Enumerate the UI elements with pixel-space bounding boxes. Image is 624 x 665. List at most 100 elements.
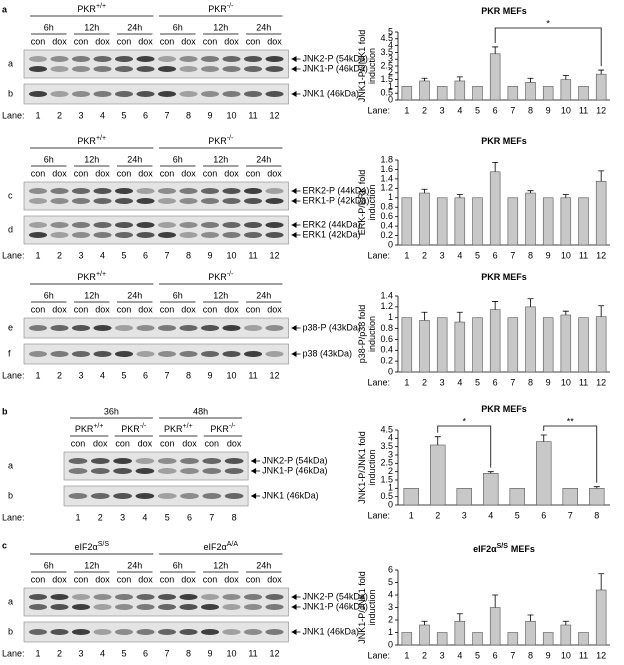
- time-label: 12h: [84, 290, 99, 300]
- arrow-head: [291, 594, 297, 600]
- x-tick-label: 12: [596, 377, 606, 387]
- band: [180, 458, 199, 464]
- y-tick-label: 2.5: [380, 458, 393, 468]
- treatment-label: dox: [95, 574, 110, 584]
- band: [243, 56, 263, 62]
- bar: [542, 86, 554, 101]
- x-tick-label: 3: [440, 105, 445, 115]
- time-label: 6h: [173, 290, 183, 300]
- y-tick-label: 0.2: [380, 356, 393, 366]
- time-label: 24h: [127, 560, 142, 570]
- lane-number: 9: [207, 250, 212, 260]
- y-tick-label: 0: [388, 94, 393, 104]
- lane-number: 4: [100, 370, 105, 380]
- y-tick-label: 3: [388, 602, 393, 612]
- band-label: ERK1 (42kDa): [303, 229, 361, 239]
- time-label: 24h: [256, 22, 271, 32]
- label: eIF2αS/S: [74, 541, 109, 553]
- y-tick-label: 5: [388, 26, 393, 36]
- band: [28, 91, 48, 97]
- lane-number: 10: [226, 110, 236, 120]
- row-label: b: [8, 88, 13, 98]
- y-tick-label: 2: [388, 67, 393, 77]
- lane-number: 7: [164, 250, 169, 260]
- band: [114, 188, 134, 194]
- band-label: p38-P (43kDa): [303, 322, 361, 332]
- treatment-label: con: [203, 168, 218, 178]
- x-tick-label: 7: [568, 510, 573, 520]
- band: [114, 594, 134, 600]
- lane-label: Lane:: [2, 250, 25, 260]
- band: [243, 198, 263, 204]
- bar: [507, 632, 519, 646]
- bar: [507, 197, 519, 246]
- x-tick-label: 1: [404, 377, 409, 387]
- treatment-label: con: [246, 168, 261, 178]
- bar: [560, 197, 572, 246]
- label-base: PKR: [208, 272, 227, 282]
- band-label: JNK1-P (46kDa): [303, 63, 368, 73]
- y-axis-label: p38-P/p38 foldinduction: [357, 305, 377, 364]
- band: [157, 56, 177, 62]
- band-label: JNK1-P (46kDa): [262, 465, 327, 475]
- time-label: 12h: [84, 560, 99, 570]
- band: [71, 91, 91, 97]
- y-tick-label: 0.5: [380, 88, 393, 98]
- lane-number: 6: [143, 250, 148, 260]
- lane-number: 3: [78, 648, 83, 658]
- band: [50, 604, 69, 610]
- label-base: eIF2α: [74, 542, 97, 552]
- band: [28, 198, 48, 204]
- bar: [489, 309, 501, 373]
- x-tick-label: 2: [422, 377, 427, 387]
- x-tick-label: 12: [596, 250, 606, 260]
- band: [157, 222, 177, 228]
- error-bar: [527, 77, 534, 83]
- band: [136, 66, 155, 72]
- bar: [436, 632, 448, 646]
- y-tick-label: 1: [388, 627, 393, 637]
- band: [50, 66, 69, 72]
- time-label: 12h: [213, 560, 228, 570]
- bar: [401, 86, 413, 101]
- treatment-label: dox: [138, 438, 153, 448]
- row-label: b: [8, 626, 13, 636]
- band: [200, 629, 220, 635]
- x-tick-label: 3: [440, 250, 445, 260]
- treatment-label: con: [71, 438, 86, 448]
- lane-number: 6: [143, 110, 148, 120]
- band: [157, 604, 177, 610]
- significance-label: *: [462, 416, 466, 426]
- band: [93, 325, 112, 331]
- bar: [542, 197, 554, 246]
- band: [157, 188, 177, 194]
- x-tick-label: 1: [404, 650, 409, 660]
- treatment-label: con: [160, 438, 175, 448]
- treatment-label: dox: [95, 304, 110, 314]
- x-tick-label: 8: [528, 105, 533, 115]
- band: [28, 188, 48, 194]
- band: [224, 493, 244, 499]
- band: [136, 594, 155, 600]
- y-tick-label: 0.8: [380, 323, 393, 333]
- band: [114, 198, 134, 204]
- bar: [430, 444, 446, 506]
- band-label: JNK1 (46kDa): [262, 490, 319, 500]
- band: [93, 604, 112, 610]
- label: PKR+/+: [77, 135, 106, 147]
- band: [265, 325, 284, 331]
- band: [93, 232, 112, 238]
- treatment-label: con: [160, 304, 175, 314]
- label-base: PKR: [210, 424, 229, 434]
- band: [243, 594, 263, 600]
- band: [200, 188, 220, 194]
- band: [179, 232, 198, 238]
- x-tick-label: 1: [404, 250, 409, 260]
- treatment-label: con: [203, 304, 218, 314]
- row-label: c: [8, 190, 13, 200]
- y-axis-label: ERK-P/ERK foldinduction: [357, 170, 377, 236]
- significance-label: *: [546, 18, 550, 28]
- y-label-line: p38-P/p38 fold: [357, 305, 367, 364]
- lane-label: Lane:: [2, 110, 25, 120]
- treatment-label: dox: [224, 574, 239, 584]
